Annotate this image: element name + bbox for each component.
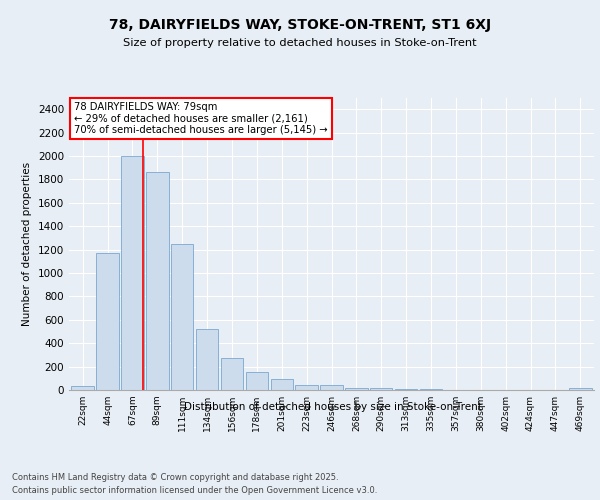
Text: Contains public sector information licensed under the Open Government Licence v3: Contains public sector information licen… xyxy=(12,486,377,495)
Bar xyxy=(121,156,143,390)
Bar xyxy=(221,358,243,390)
Bar xyxy=(295,384,318,390)
Bar xyxy=(245,372,268,390)
Text: Contains HM Land Registry data © Crown copyright and database right 2025.: Contains HM Land Registry data © Crown c… xyxy=(12,472,338,482)
Bar xyxy=(146,172,169,390)
Text: 78 DAIRYFIELDS WAY: 79sqm
← 29% of detached houses are smaller (2,161)
70% of se: 78 DAIRYFIELDS WAY: 79sqm ← 29% of detac… xyxy=(74,102,328,135)
Text: 78, DAIRYFIELDS WAY, STOKE-ON-TRENT, ST1 6XJ: 78, DAIRYFIELDS WAY, STOKE-ON-TRENT, ST1… xyxy=(109,18,491,32)
Bar xyxy=(97,253,119,390)
Bar xyxy=(370,388,392,390)
Text: Size of property relative to detached houses in Stoke-on-Trent: Size of property relative to detached ho… xyxy=(123,38,477,48)
Bar xyxy=(345,388,368,390)
Bar xyxy=(196,329,218,390)
Bar xyxy=(320,386,343,390)
Y-axis label: Number of detached properties: Number of detached properties xyxy=(22,162,32,326)
Bar xyxy=(171,244,193,390)
Bar xyxy=(271,380,293,390)
Bar xyxy=(569,388,592,390)
Bar xyxy=(71,386,94,390)
Text: Distribution of detached houses by size in Stoke-on-Trent: Distribution of detached houses by size … xyxy=(184,402,482,412)
